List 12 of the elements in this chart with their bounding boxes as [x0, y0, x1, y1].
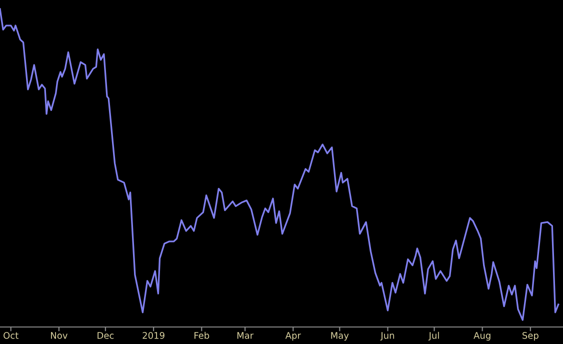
x-tick-label: Nov [51, 332, 68, 339]
x-tick-label: Sep [522, 332, 538, 341]
x-tick-label: Apr [285, 332, 301, 341]
x-tick-label: Feb [194, 332, 210, 339]
x-tick-label: May [331, 332, 349, 341]
x-tick-label: Dec [98, 332, 114, 339]
x-tick-label: Oct [4, 332, 18, 339]
x-tick-label: Aug [474, 332, 490, 341]
x-tick-label: Mar [237, 332, 254, 339]
x-tick-label: 2019 [142, 332, 164, 339]
x-tick-label: Jun [380, 332, 394, 341]
x-tick-label: Jul [428, 332, 439, 341]
